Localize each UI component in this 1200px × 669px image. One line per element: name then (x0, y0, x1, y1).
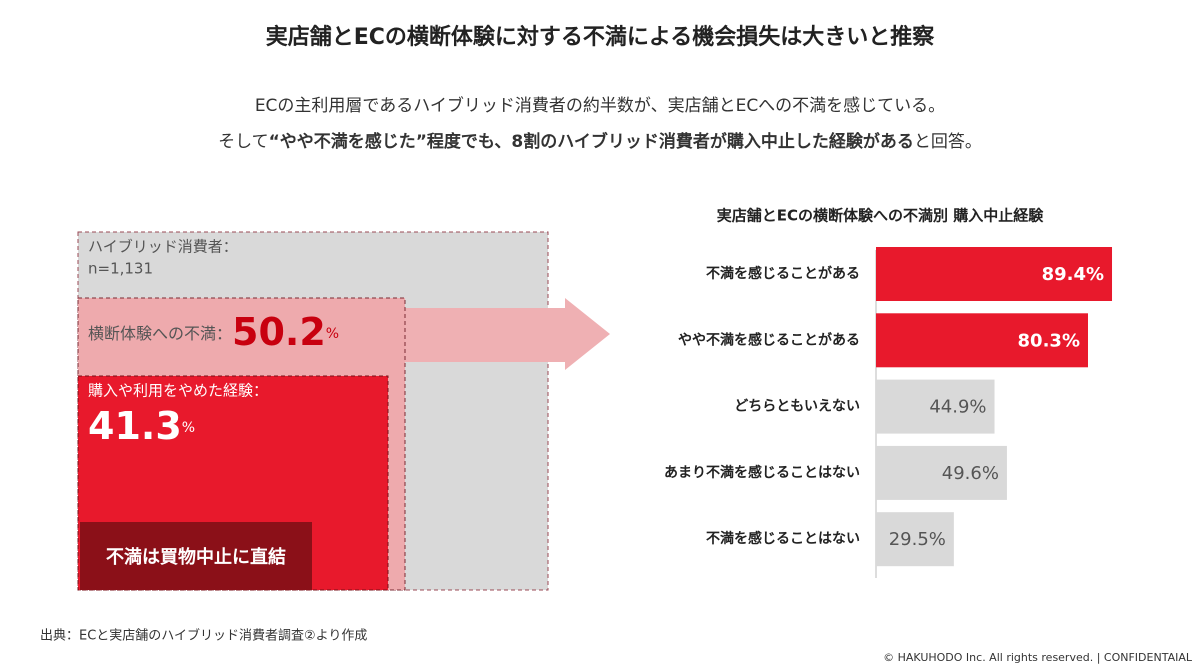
dissatisfied-label: 横断体験への不満： (88, 324, 232, 343)
category-label: やや不満を感じることがある (678, 331, 860, 348)
bar (876, 247, 1113, 301)
population-label: ハイブリッド消費者： (88, 238, 238, 256)
population-n: n=1,131 (88, 260, 153, 278)
conclusion-box (80, 522, 312, 590)
arrow (405, 298, 610, 370)
stopped-text: 41.3% (88, 404, 195, 448)
stopped-value: 41.3 (88, 404, 182, 448)
value-label: 44.9% (929, 397, 986, 418)
chart-title: 実店舗とECの横断体験への不満別 購入中止経験 (717, 207, 1044, 225)
dissatisfied-unit: % (326, 326, 339, 342)
bar (876, 445, 1007, 500)
value-label: 80.3% (1018, 330, 1080, 351)
value-label: 29.5% (889, 529, 946, 550)
conclusion: 不満は買物中止に直結 (106, 546, 286, 568)
subtitle-line: そして“やや不満を感じた”程度でも、8割のハイブリッド消費者が購入中止した経験が… (218, 131, 982, 152)
subtitle-part: そして (218, 132, 269, 152)
dissatisfied-text: 横断体験への不満：50.2% (88, 310, 339, 354)
category-label: 不満を感じることがある (706, 265, 860, 282)
copyright: © HAKUHODO Inc. All rights reserved. | C… (883, 651, 1193, 664)
bar (876, 379, 995, 434)
value-label: 49.6% (942, 463, 999, 484)
subtitle-part: と回答。 (914, 132, 982, 152)
subtitle-part: “やや不満を感じた”程度でも、8割のハイブリッド消費者が購入中止した経験がある (269, 131, 914, 152)
value-label: 89.4% (1042, 264, 1104, 285)
bar (876, 512, 954, 567)
bar (876, 313, 1088, 368)
subtitle-part: ECの主利用層であるハイブリッド消費者の約半数が、実店舗とECへの不満を感じてい… (255, 95, 945, 116)
category-label: あまり不満を感じることはない (664, 464, 860, 481)
category-label: どちらともいえない (734, 399, 860, 415)
stopped-label: 購入や利用をやめた経験： (88, 382, 268, 400)
source: 出典：ECと実店舗のハイブリッド消費者調査②より作成 (40, 628, 367, 644)
category-label: 不満を感じることはない (706, 530, 860, 547)
title: 実店舗とECの横断体験に対する不満による機会損失は大きいと推察 (266, 24, 936, 50)
stopped-unit: % (182, 420, 195, 436)
dissatisfied-value: 50.2 (232, 310, 326, 354)
subtitle-line: ECの主利用層であるハイブリッド消費者の約半数が、実店舗とECへの不満を感じてい… (255, 95, 945, 116)
